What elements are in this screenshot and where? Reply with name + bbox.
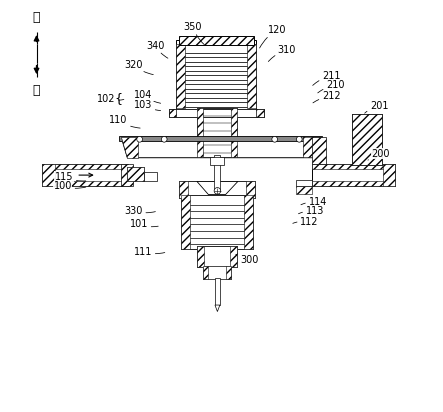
Circle shape xyxy=(161,136,167,142)
Bar xyxy=(246,181,256,198)
Bar xyxy=(247,44,256,108)
Text: 310: 310 xyxy=(268,44,296,61)
Bar xyxy=(311,137,326,164)
Text: 330: 330 xyxy=(124,206,155,216)
Bar xyxy=(197,108,203,157)
Bar xyxy=(245,195,253,249)
Bar xyxy=(311,164,396,186)
Text: 111: 111 xyxy=(134,247,165,257)
Bar xyxy=(203,266,231,279)
Polygon shape xyxy=(303,137,320,158)
Bar xyxy=(121,164,133,186)
Bar xyxy=(296,186,311,194)
Bar xyxy=(179,181,187,198)
Circle shape xyxy=(214,187,221,194)
Bar xyxy=(42,164,128,186)
Bar xyxy=(296,180,311,186)
Bar xyxy=(169,110,264,117)
Text: 103: 103 xyxy=(134,100,161,110)
Bar xyxy=(144,173,157,181)
Bar xyxy=(311,181,396,186)
Bar xyxy=(128,167,144,181)
Bar xyxy=(176,44,186,108)
Bar xyxy=(197,246,237,267)
Bar xyxy=(42,181,128,186)
Text: 101: 101 xyxy=(130,220,158,229)
Text: 120: 120 xyxy=(260,25,286,48)
Bar xyxy=(203,266,208,279)
Text: 320: 320 xyxy=(124,60,153,75)
Bar xyxy=(181,195,253,249)
Bar xyxy=(119,136,322,141)
Bar xyxy=(231,108,237,157)
Bar xyxy=(179,181,256,198)
Bar xyxy=(169,110,176,117)
Text: 112: 112 xyxy=(293,217,319,227)
Polygon shape xyxy=(215,305,220,311)
Text: 211: 211 xyxy=(313,71,340,85)
Bar xyxy=(197,246,204,267)
Circle shape xyxy=(137,136,143,142)
Polygon shape xyxy=(197,181,238,194)
Text: 212: 212 xyxy=(313,91,341,103)
Text: 300: 300 xyxy=(236,255,259,265)
Bar xyxy=(383,164,396,186)
Bar xyxy=(210,157,224,165)
Bar xyxy=(215,279,220,305)
Text: {: { xyxy=(114,92,122,105)
Bar xyxy=(176,40,256,112)
Text: 102: 102 xyxy=(97,94,124,104)
Circle shape xyxy=(272,136,278,142)
Polygon shape xyxy=(121,137,138,158)
Text: 110: 110 xyxy=(109,115,140,128)
Bar xyxy=(352,114,382,165)
Text: 115: 115 xyxy=(54,171,86,182)
Bar xyxy=(128,167,144,181)
Bar xyxy=(181,195,190,249)
Bar xyxy=(214,155,220,190)
Text: 200: 200 xyxy=(368,149,389,160)
Circle shape xyxy=(296,136,302,142)
Text: 104: 104 xyxy=(134,90,161,103)
Bar xyxy=(179,36,254,45)
Polygon shape xyxy=(121,137,320,158)
Bar xyxy=(352,114,382,165)
Bar xyxy=(197,108,237,157)
Text: 上: 上 xyxy=(33,11,40,24)
Text: 201: 201 xyxy=(365,101,389,113)
Text: 100: 100 xyxy=(54,181,86,191)
Text: 114: 114 xyxy=(301,197,327,207)
Bar xyxy=(229,246,237,267)
Text: 113: 113 xyxy=(299,206,324,216)
Text: 340: 340 xyxy=(146,41,168,58)
Bar xyxy=(226,266,231,279)
Bar xyxy=(256,110,264,117)
Bar xyxy=(42,164,54,186)
Text: 350: 350 xyxy=(183,22,204,44)
Text: 210: 210 xyxy=(318,80,345,93)
Bar xyxy=(42,164,128,169)
Bar xyxy=(311,164,396,169)
Text: 下: 下 xyxy=(33,84,40,97)
